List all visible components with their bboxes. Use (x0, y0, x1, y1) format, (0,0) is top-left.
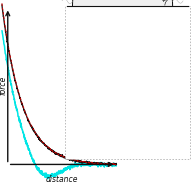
Text: force: force (0, 75, 7, 95)
Bar (65, 6, 190, 159)
Text: φ: φ (162, 0, 166, 2)
Polygon shape (73, 0, 173, 6)
Text: distance: distance (46, 175, 78, 184)
